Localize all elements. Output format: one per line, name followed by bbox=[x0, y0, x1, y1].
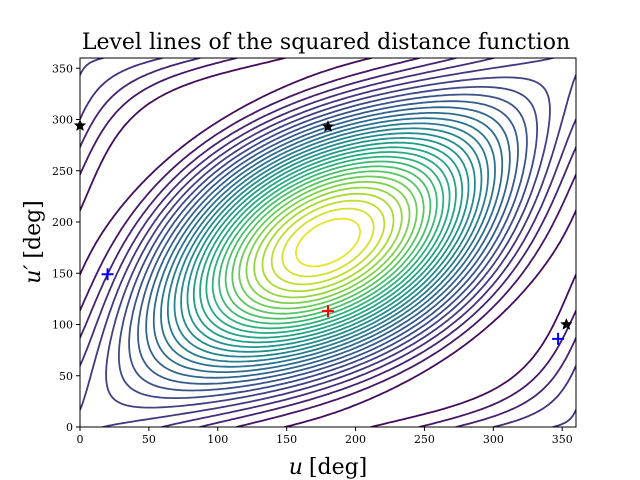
contour-level bbox=[238, 175, 418, 310]
contour-level bbox=[253, 186, 403, 299]
contour-level bbox=[295, 217, 361, 268]
x-axis-label-unit: [deg] bbox=[309, 455, 367, 480]
contour-level bbox=[186, 137, 470, 348]
y-tick-label: 300 bbox=[52, 114, 73, 127]
y-tick-label: 200 bbox=[52, 216, 73, 229]
contour-level bbox=[137, 100, 519, 385]
x-tick-label: 350 bbox=[552, 433, 573, 446]
y-tick-label: 150 bbox=[52, 267, 73, 280]
chart-title: Level lines of the squared distance func… bbox=[82, 30, 570, 55]
y-axis-label: u′ [deg] bbox=[21, 200, 46, 284]
contour-level bbox=[105, 76, 551, 409]
minimum-marker bbox=[552, 332, 565, 345]
maximum-marker bbox=[322, 305, 334, 318]
y-tick-label: 350 bbox=[52, 62, 73, 75]
contour-level bbox=[128, 93, 528, 392]
contour-level bbox=[270, 199, 386, 286]
y-tick-label: 0 bbox=[66, 421, 73, 434]
y-axis-label-var: u′ bbox=[21, 265, 46, 284]
y-tick-label: 100 bbox=[52, 319, 73, 332]
y-axis-label-unit: [deg] bbox=[21, 200, 46, 258]
contour-level bbox=[152, 112, 504, 373]
contour-level bbox=[205, 151, 451, 334]
contour-level bbox=[145, 106, 511, 379]
x-axis-ticks: 0 50 100 150 200 250 300 350 bbox=[77, 427, 573, 446]
contour-level bbox=[231, 170, 425, 315]
contour-level bbox=[261, 192, 395, 293]
contour-level bbox=[211, 155, 445, 330]
minimum-marker bbox=[101, 268, 114, 281]
x-axis-label-var: u bbox=[289, 455, 303, 480]
saddle-marker bbox=[321, 119, 335, 133]
x-tick-label: 200 bbox=[345, 433, 366, 446]
contour-level bbox=[199, 146, 457, 339]
y-tick-label: 50 bbox=[59, 370, 73, 383]
contour-level bbox=[173, 127, 483, 358]
x-tick-label: 250 bbox=[414, 433, 435, 446]
x-tick-label: 150 bbox=[276, 433, 297, 446]
y-axis-ticks: 0 50 100 150 200 250 300 350 bbox=[52, 62, 80, 434]
contour-level bbox=[281, 207, 375, 278]
contour-level bbox=[245, 181, 411, 304]
y-tick-label: 250 bbox=[52, 165, 73, 178]
contour-level bbox=[224, 165, 432, 320]
contour-lines bbox=[80, 58, 576, 427]
x-tick-label: 50 bbox=[142, 433, 156, 446]
x-tick-label: 0 bbox=[77, 433, 84, 446]
contour-level bbox=[180, 132, 476, 353]
contour-level bbox=[160, 117, 496, 368]
contour-level bbox=[218, 160, 438, 325]
contour-level bbox=[192, 141, 464, 344]
x-tick-label: 100 bbox=[207, 433, 228, 446]
saddle-marker bbox=[559, 317, 573, 330]
contour-level bbox=[118, 86, 538, 399]
x-axis-label: u [deg] bbox=[289, 455, 368, 480]
plot-frame bbox=[79, 57, 577, 428]
contour-level bbox=[167, 122, 489, 363]
x-tick-label: 300 bbox=[483, 433, 504, 446]
